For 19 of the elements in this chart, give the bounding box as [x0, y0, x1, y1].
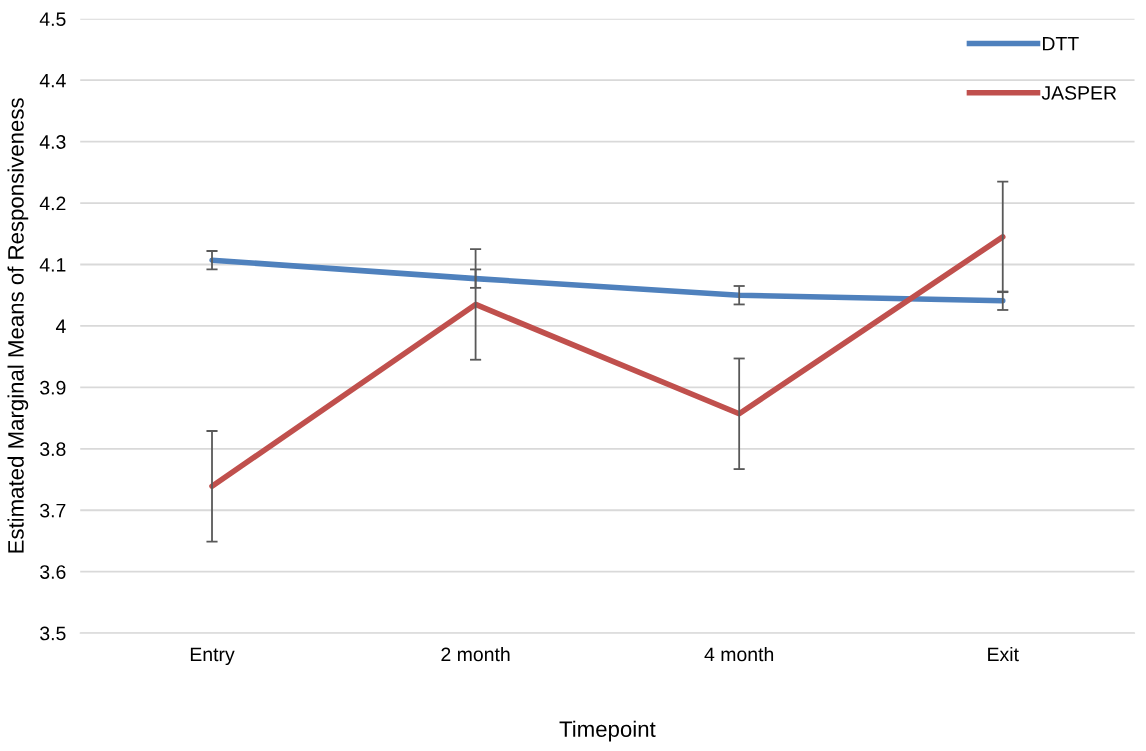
y-tick-label: 4.4 [39, 73, 66, 88]
x-tick-label: 4 month [704, 646, 774, 662]
y-tick-label: 3.9 [40, 380, 66, 395]
legend-label: DTT [1042, 36, 1079, 51]
x-axis-title: Timepoint [559, 720, 656, 742]
y-tick-label: 4.5 [39, 12, 66, 27]
y-tick-label: 3.5 [40, 626, 66, 641]
x-tick-label: 2 month [441, 646, 510, 662]
y-axis-title: Estimated Marginal Means of Responsiveness [7, 98, 29, 553]
y-tick-label: 4.1 [39, 258, 66, 272]
y-tick-label: 3.7 [40, 503, 66, 518]
x-tick-label: Entry [190, 647, 235, 666]
y-tick-label: 3.6 [40, 565, 66, 579]
y-tick-label: 4.3 [39, 135, 66, 149]
legend-label: JASPER [1041, 86, 1117, 100]
y-tick-label: 4 [55, 319, 66, 333]
y-tick-label: 4.2 [39, 196, 66, 211]
x-tick-label: Exit [988, 646, 1019, 662]
y-tick-label: 3.8 [40, 442, 66, 457]
